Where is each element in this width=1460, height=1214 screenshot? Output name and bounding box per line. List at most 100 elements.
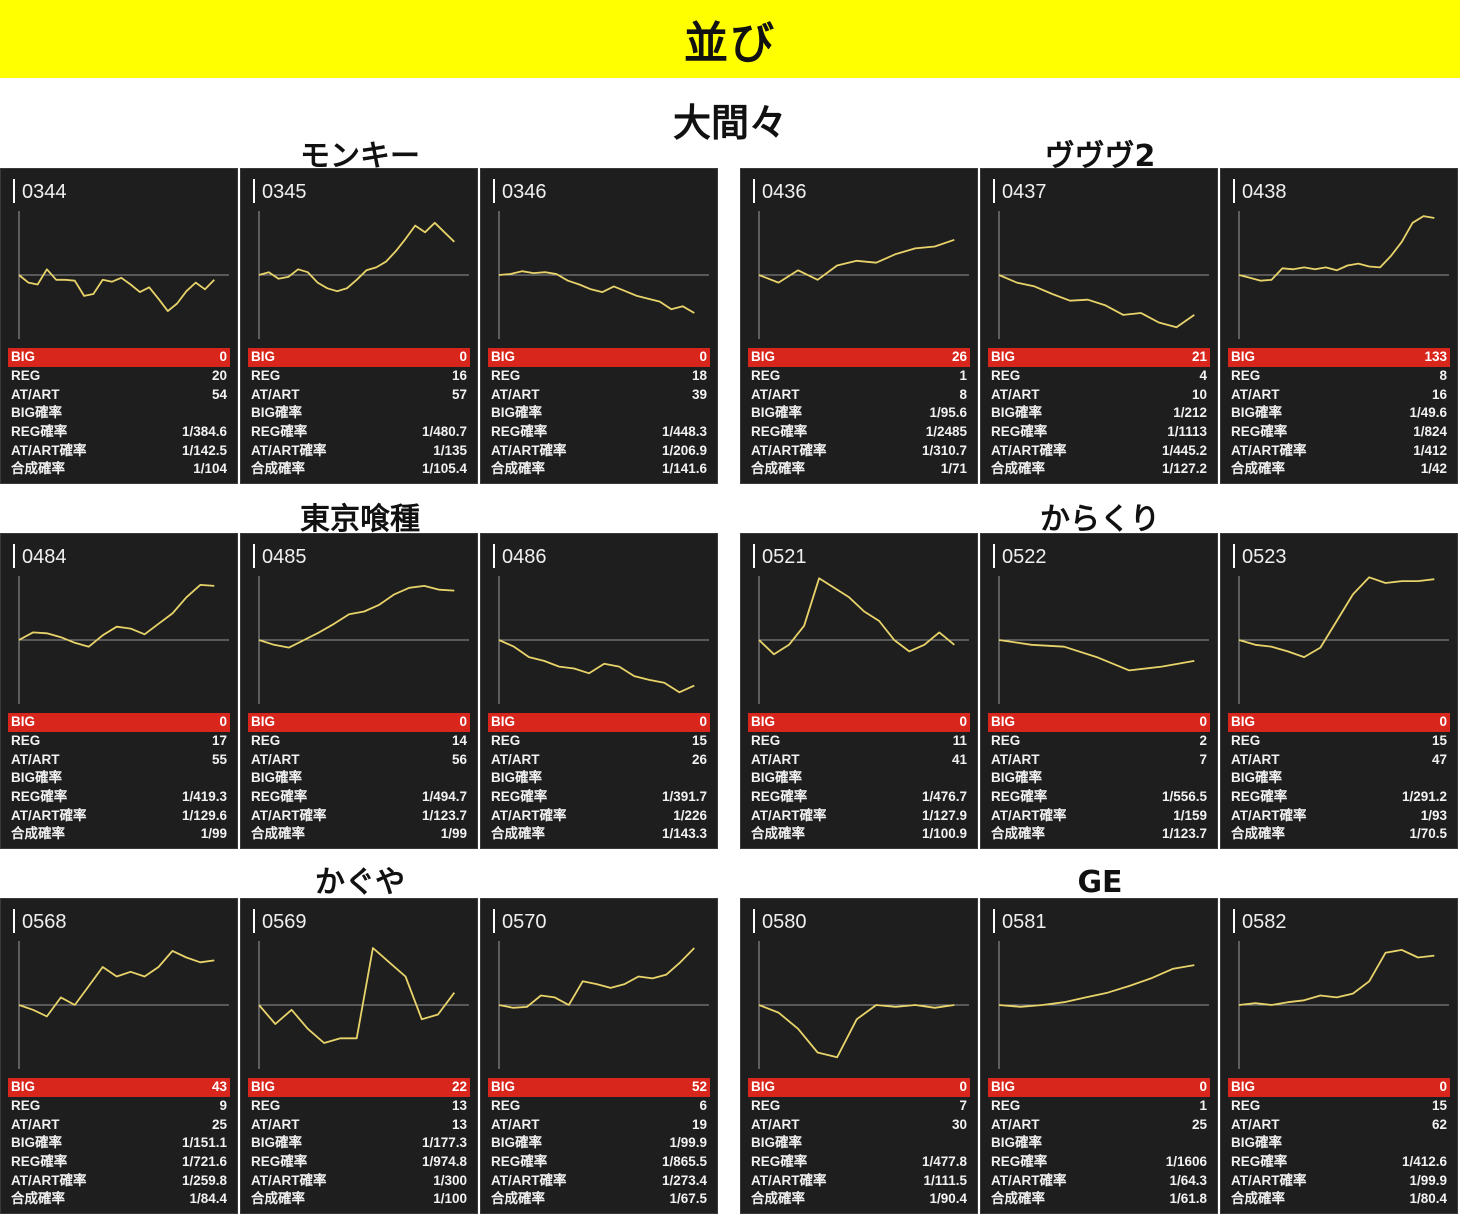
stats-table: BIG 0 REG 18 AT/ART 39 BIG確率 REG確率 1/448.3 AT/ART… (488, 348, 710, 479)
reg-rate-row: REG確率 1/412.6 (1228, 1153, 1450, 1172)
machine-panel[interactable]: 0523 BIG 0 REG 15 AT/ART 47 BIG確率 REG確率 1/291.2 AT… (1220, 533, 1458, 849)
group-title: GE (1077, 865, 1123, 900)
stat-value: 1 (959, 367, 967, 383)
stat-value: 1/259.8 (181, 1172, 227, 1188)
stat-label: BIG (1231, 1079, 1256, 1095)
reg-rate-row: REG確率 1/476.7 (748, 788, 970, 807)
machine-number: 0438 (1233, 179, 1287, 203)
machine-panel[interactable]: 0485 BIG 0 REG 14 AT/ART 56 BIG確率 REG確率 1/494.7 AT… (240, 533, 478, 849)
stat-value: 133 (1424, 349, 1447, 365)
stats-table: BIG 0 REG 15 AT/ART 47 BIG確率 REG確率 1/291.2 AT/ART… (1228, 713, 1450, 844)
machine-panel[interactable]: 0580 BIG 0 REG 7 AT/ART 30 BIG確率 REG確率 1/477.8 AT/… (740, 898, 978, 1214)
at-rate-row: AT/ART確率 1/123.7 (248, 807, 470, 826)
stat-label: REG確率 (251, 423, 308, 439)
big-rate-row: BIG確率 (488, 404, 710, 423)
stat-label: REG確率 (251, 788, 308, 804)
machine-panel[interactable]: 0436 BIG 26 REG 1 AT/ART 8 BIG確率 1/95.6 REG確率 1/24… (740, 168, 978, 484)
stat-value: 1/212 (1173, 405, 1207, 421)
at-rate-row: AT/ART確率 1/273.4 (488, 1172, 710, 1191)
stat-label: 合成確率 (1231, 1191, 1285, 1207)
total-rate-row: 合成確率 1/100 (248, 1190, 470, 1209)
graph-line (758, 1004, 955, 1059)
machine-panel[interactable]: 0345 BIG 0 REG 16 AT/ART 57 BIG確率 REG確率 1/480.7 AT… (240, 168, 478, 484)
stat-label: AT/ART (251, 1116, 300, 1132)
big-row: BIG 0 (8, 348, 230, 367)
big-rate-row: BIG確率 (8, 769, 230, 788)
machine-panel[interactable]: 0568 BIG 43 REG 9 AT/ART 25 BIG確率 1/151.1 REG確率 1/… (0, 898, 238, 1214)
reg-rate-row: REG確率 1/480.7 (248, 423, 470, 442)
group-title: 東京喰種 (300, 502, 420, 537)
machine-panel[interactable]: 0582 BIG 0 REG 15 AT/ART 62 BIG確率 REG確率 1/412.6 AT… (1220, 898, 1458, 1214)
machine-panel[interactable]: 0486 BIG 0 REG 15 AT/ART 26 BIG確率 REG確率 1/391.7 AT… (480, 533, 718, 849)
machine-panel[interactable]: 0570 BIG 52 REG 6 AT/ART 19 BIG確率 1/99.9 REG確率 1/8… (480, 898, 718, 1214)
at-rate-row: AT/ART確率 1/259.8 (8, 1172, 230, 1191)
reg-rate-row: REG確率 1/391.7 (488, 788, 710, 807)
machine-panel[interactable]: 0344 BIG 0 REG 20 AT/ART 54 BIG確率 REG確率 1/384.6 AT… (0, 168, 238, 484)
graph-line (258, 585, 455, 649)
stat-label: 合成確率 (751, 461, 805, 477)
machine-number: 0486 (493, 544, 547, 568)
stat-value: 1 (1199, 1097, 1207, 1113)
stat-label: BIG確率 (1231, 405, 1283, 421)
machine-panel[interactable]: 0438 BIG 133 REG 8 AT/ART 16 BIG確率 1/49.6 REG確率 1/… (1220, 168, 1458, 484)
stats-table: BIG 22 REG 13 AT/ART 13 BIG確率 1/177.3 REG確率 1/974… (248, 1078, 470, 1209)
stat-label: BIG確率 (991, 1135, 1043, 1151)
machine-panel[interactable]: 0522 BIG 0 REG 2 AT/ART 7 BIG確率 REG確率 1/556.5 AT/A… (980, 533, 1218, 849)
stat-value: 1/100.9 (921, 826, 967, 842)
stat-value: 1/448.3 (661, 423, 707, 439)
big-rate-row: BIG確率 (8, 404, 230, 423)
stat-label: 合成確率 (1231, 461, 1285, 477)
stat-value: 1/111.5 (923, 1172, 967, 1188)
stats-table: BIG 52 REG 6 AT/ART 19 BIG確率 1/99.9 REG確率 1/865.5… (488, 1078, 710, 1209)
stat-value: 10 (1191, 386, 1207, 402)
stat-label: BIG (751, 349, 776, 365)
stat-value: 1/1113 (1167, 423, 1207, 439)
stat-value: 1/135 (433, 442, 467, 458)
slump-graph (758, 211, 969, 339)
stat-value: 1/384.6 (181, 423, 227, 439)
stat-label: AT/ART (491, 1116, 540, 1132)
stat-value: 0 (959, 714, 967, 730)
at-rate-row: AT/ART確率 1/135 (248, 442, 470, 461)
reg-rate-row: REG確率 1/824 (1228, 423, 1450, 442)
stat-label: AT/ART (751, 386, 800, 402)
stat-label: AT/ART (11, 386, 60, 402)
stat-label: BIG (251, 714, 276, 730)
stat-label: 合成確率 (991, 1191, 1045, 1207)
machine-panel[interactable]: 0581 BIG 0 REG 1 AT/ART 25 BIG確率 REG確率 1/1606 AT/A… (980, 898, 1218, 1214)
reg-row: REG 7 (748, 1097, 970, 1116)
stat-label: BIG (1231, 714, 1256, 730)
stat-label: AT/ART確率 (1231, 807, 1307, 823)
stat-value: 13 (451, 1116, 467, 1132)
stat-label: BIG (991, 1079, 1016, 1095)
stat-value: 1/291.2 (1401, 788, 1447, 804)
stat-label: REG (991, 1097, 1021, 1113)
machine-panel[interactable]: 0484 BIG 0 REG 17 AT/ART 55 BIG確率 REG確率 1/419.3 AT… (0, 533, 238, 849)
graph-line (18, 268, 215, 312)
group-title: モンキー (300, 139, 420, 174)
stat-label: BIG確率 (751, 405, 803, 421)
stat-value: 0 (959, 1079, 967, 1095)
stat-label: REG確率 (751, 1153, 808, 1169)
big-rate-row: BIG確率 1/212 (988, 404, 1210, 423)
reg-row: REG 2 (988, 732, 1210, 751)
total-rate-row: 合成確率 1/123.7 (988, 825, 1210, 844)
stat-value: 9 (219, 1097, 227, 1113)
stat-label: AT/ART確率 (491, 807, 567, 823)
stat-value: 1/99.9 (1409, 1172, 1447, 1188)
at-rate-row: AT/ART確率 1/310.7 (748, 442, 970, 461)
machine-panel[interactable]: 0569 BIG 22 REG 13 AT/ART 13 BIG確率 1/177.3 REG確率 1… (240, 898, 478, 1214)
stat-value: 0 (219, 714, 227, 730)
stat-value: 1/61.8 (1169, 1191, 1207, 1207)
stat-value: 0 (219, 349, 227, 365)
graph-line (1238, 215, 1435, 282)
stat-value: 55 (211, 751, 227, 767)
machine-panel[interactable]: 0521 BIG 0 REG 11 AT/ART 41 BIG確率 REG確率 1/476.7 AT… (740, 533, 978, 849)
big-rate-row: BIG確率 (1228, 1134, 1450, 1153)
machine-panel[interactable]: 0346 BIG 0 REG 18 AT/ART 39 BIG確率 REG確率 1/448.3 AT… (480, 168, 718, 484)
stat-label: BIG (751, 1079, 776, 1095)
stat-label: BIG確率 (491, 405, 543, 421)
machine-panel[interactable]: 0437 BIG 21 REG 4 AT/ART 10 BIG確率 1/212 REG確率 1/11… (980, 168, 1218, 484)
at-row: AT/ART 10 (988, 386, 1210, 405)
stat-value: 1/445.2 (1161, 442, 1207, 458)
